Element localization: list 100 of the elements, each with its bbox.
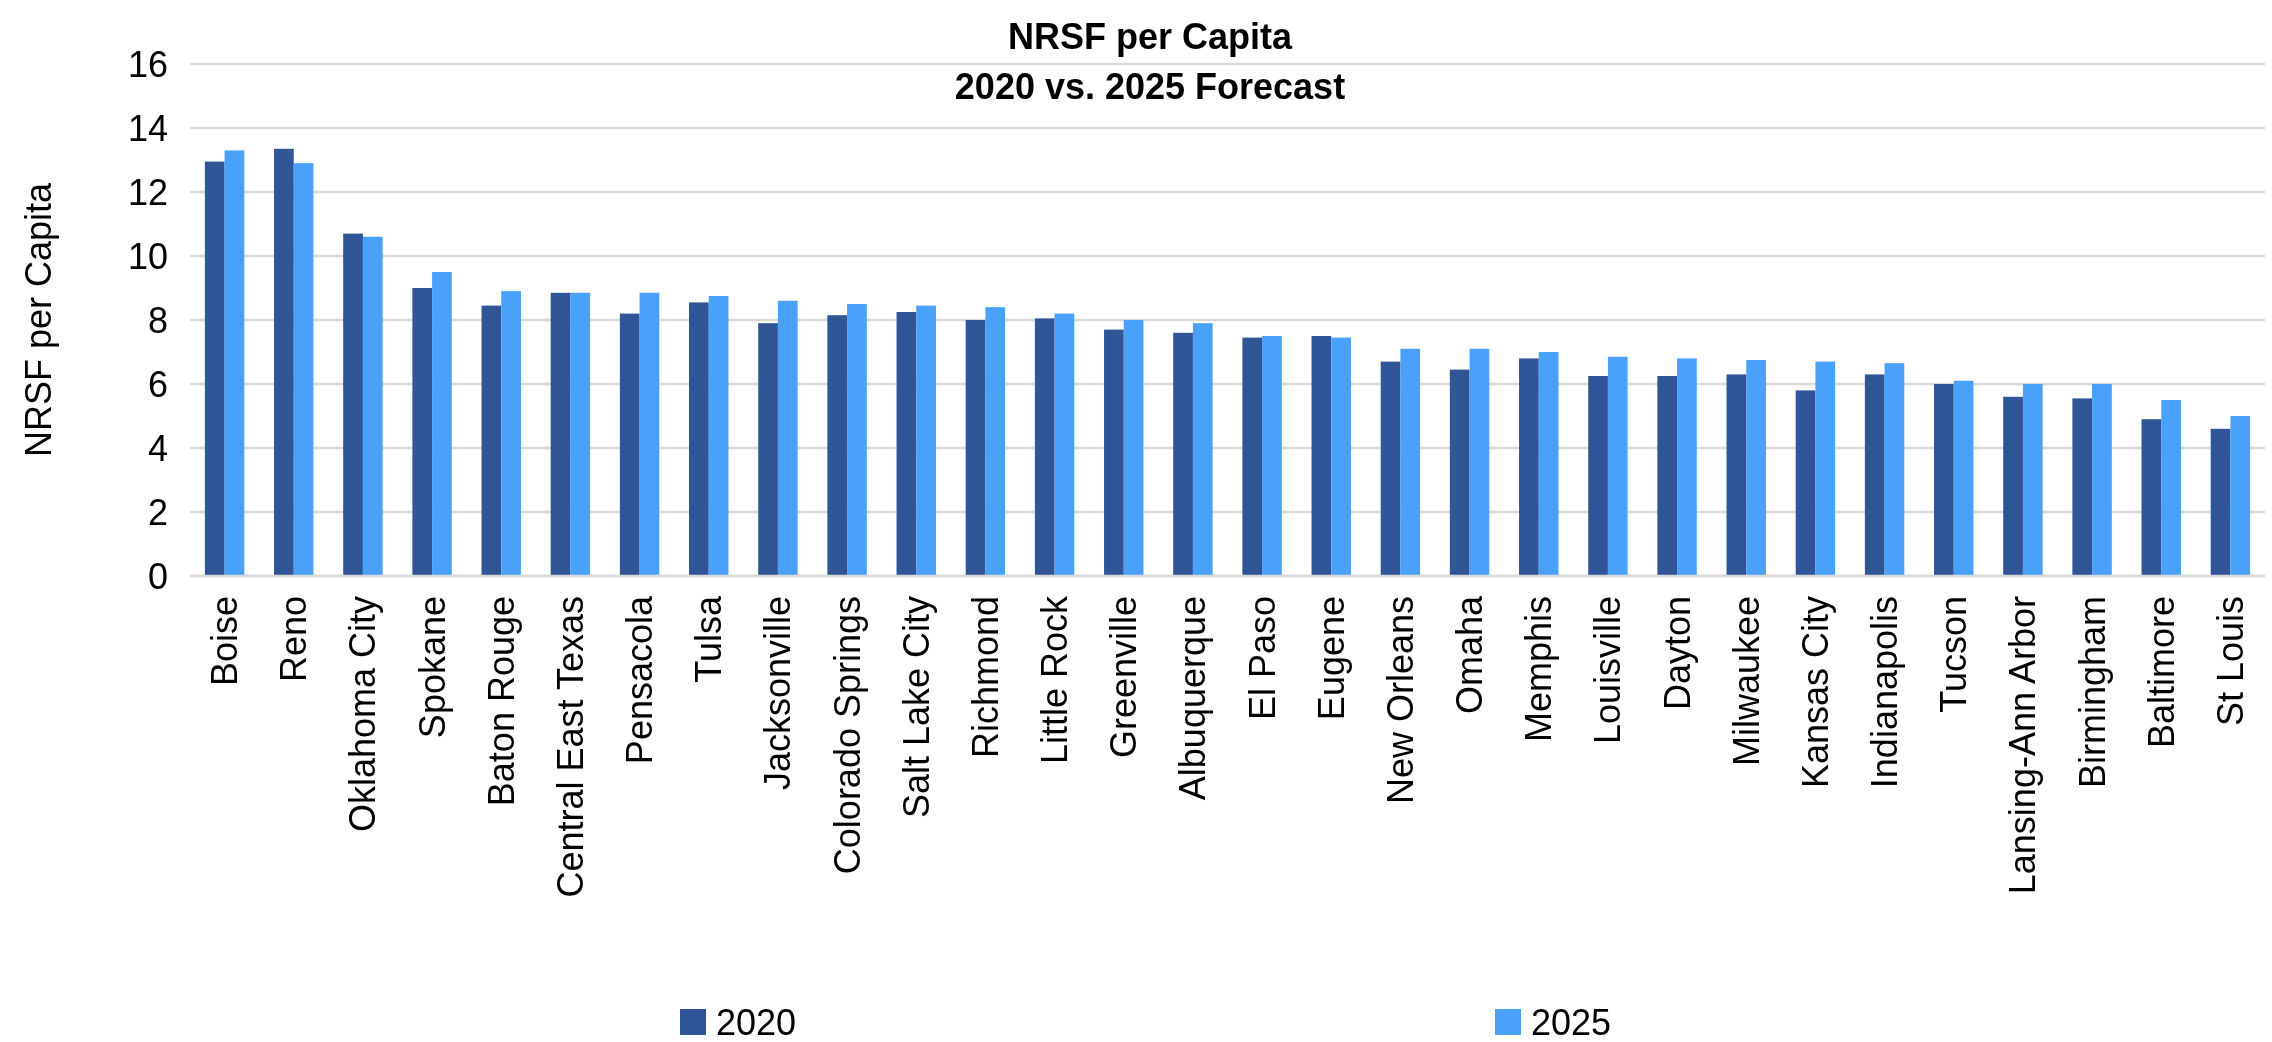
x-tick-label: Birmingham (2071, 596, 2113, 789)
x-tick-label: Pensacola (619, 595, 661, 765)
y-tick-label: 10 (127, 235, 168, 277)
bar (501, 291, 521, 576)
legend-label: 2020 (716, 1001, 797, 1042)
bar (965, 320, 986, 576)
x-tick-label: Albuquerque (1172, 596, 1214, 801)
x-tick-label: New Orleans (1379, 596, 1421, 805)
bar (570, 292, 591, 576)
chart-title: NRSF per Capita (1007, 15, 1293, 57)
x-tick-label: Salt Lake City (895, 596, 937, 819)
chart-subtitle: 2020 vs. 2025 Forecast (954, 65, 1346, 107)
legend-label: 2025 (1531, 1001, 1612, 1042)
x-tick-label: Central East Texas (549, 596, 591, 898)
x-tick-label: Tulsa (688, 595, 730, 683)
x-tick-label: Boise (204, 596, 246, 687)
bar (2003, 396, 2023, 576)
y-tick-label: 4 (147, 427, 168, 469)
bar (689, 302, 709, 576)
bar (1795, 390, 1816, 576)
bar (1934, 384, 1954, 576)
y-tick-label: 8 (147, 299, 168, 341)
bar (1380, 361, 1401, 576)
y-tick-label: 0 (147, 555, 168, 597)
bar (2022, 384, 2043, 576)
bar (1173, 332, 1193, 576)
bar (1607, 356, 1628, 576)
x-tick-label: Eugene (1310, 596, 1352, 721)
bar (1864, 374, 1885, 576)
x-tick-label: El Paso (1241, 596, 1283, 721)
x-tick-label: Dayton (1656, 596, 1698, 711)
x-tick-label: St Louis (2209, 596, 2251, 727)
bar (1262, 336, 1282, 576)
x-tick-label: Richmond (964, 596, 1006, 759)
x-tick-label: Lansing-Ann Arbor (2002, 596, 2044, 895)
x-tick-label: Oklahoma City (342, 596, 384, 833)
bar (1400, 348, 1421, 576)
bar (896, 312, 917, 576)
bar (1331, 337, 1351, 576)
bar (1123, 320, 1144, 576)
bar (343, 233, 363, 576)
y-tick-label: 2 (147, 491, 168, 533)
x-tick-label: Tucson (1933, 596, 1975, 713)
bar (1034, 318, 1055, 576)
bar (916, 305, 936, 576)
bar (708, 296, 729, 576)
bar (2072, 398, 2093, 576)
y-axis-title: NRSF per Capita (17, 181, 59, 458)
bar (985, 307, 1006, 576)
x-tick-label: Omaha (1449, 595, 1491, 715)
bar (2210, 428, 2231, 576)
y-tick-label: 6 (147, 363, 168, 405)
bar (550, 292, 571, 576)
x-tick-label: Indianapolis (1864, 596, 1906, 789)
x-tick-label: Greenville (1103, 596, 1145, 759)
x-tick-label: Spokane (411, 596, 453, 739)
y-tick-label: 12 (127, 171, 168, 213)
bar (1104, 329, 1124, 576)
bar (412, 288, 433, 576)
bar (847, 304, 867, 576)
bar (1815, 361, 1836, 576)
x-tick-label: Colorado Springs (826, 596, 868, 875)
bar (1054, 313, 1075, 576)
bar (224, 150, 245, 576)
bar (1192, 323, 1213, 576)
bar (293, 163, 314, 576)
bar (2230, 416, 2251, 576)
x-tick-label: Baltimore (2140, 596, 2182, 749)
bar (204, 161, 225, 576)
bar (619, 313, 640, 576)
x-tick-label: Louisville (1587, 596, 1629, 745)
bar (827, 315, 848, 576)
bar (481, 305, 502, 576)
x-tick-label: Baton Rouge (480, 596, 522, 807)
bar (1953, 380, 1974, 576)
bar (758, 323, 778, 576)
bar (1726, 374, 1747, 576)
bar (432, 272, 452, 576)
bar (1469, 348, 1490, 576)
bar (1677, 358, 1697, 576)
bar (362, 236, 383, 576)
x-tick-label: Reno (273, 596, 315, 683)
bar (2092, 384, 2112, 576)
x-tick-label: Kansas City (1794, 596, 1836, 789)
bar (1449, 369, 1470, 576)
y-tick-label: 14 (127, 107, 168, 149)
bar (1884, 363, 1905, 576)
bar (1311, 336, 1332, 576)
x-tick-label: Jacksonville (757, 596, 799, 791)
bar (2161, 400, 2181, 576)
bar (639, 292, 660, 576)
bar (777, 300, 798, 576)
bar (1538, 352, 1559, 576)
x-tick-label: Memphis (1518, 596, 1560, 743)
bar (1657, 376, 1678, 576)
x-tick-label: Little Rock (1034, 595, 1076, 765)
x-tick-label: Milwaukee (1725, 596, 1767, 767)
bar (1242, 337, 1263, 576)
bar (1519, 358, 1539, 576)
bar (1746, 360, 1766, 576)
